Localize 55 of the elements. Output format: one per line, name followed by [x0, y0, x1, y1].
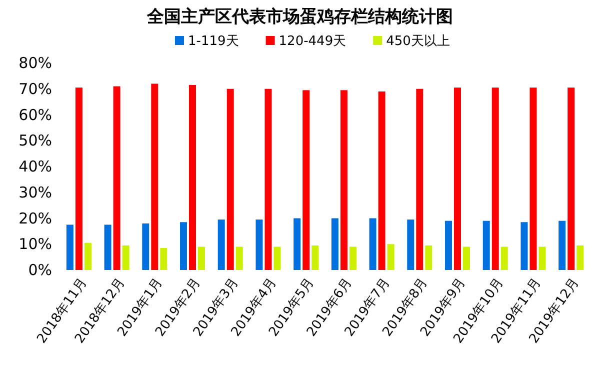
bar: [236, 246, 243, 270]
bar: [340, 90, 348, 270]
bar: [122, 245, 130, 270]
bar: [302, 90, 310, 270]
y-tick-label: 0%: [28, 261, 52, 279]
y-tick-label: 60%: [18, 106, 52, 124]
bar: [160, 248, 168, 270]
bar: [425, 245, 432, 270]
bar: [75, 88, 82, 270]
bar: [331, 218, 338, 270]
bar: [387, 244, 394, 270]
bar: [113, 86, 120, 270]
bar: [576, 245, 584, 270]
bar: [151, 84, 158, 270]
bar: [274, 246, 281, 270]
bar: [463, 246, 470, 270]
bar: [142, 223, 150, 270]
bar: [218, 220, 225, 270]
bar: [349, 246, 356, 270]
legend-label: 1-119天: [188, 34, 239, 49]
bar: [558, 220, 566, 270]
bar: [482, 220, 490, 270]
bar: [378, 91, 386, 270]
bar: [492, 88, 499, 270]
bar: [530, 88, 537, 270]
y-tick-label: 80%: [18, 54, 52, 72]
bar: [180, 222, 187, 270]
bar: [568, 88, 575, 270]
legend-label: 450天以上: [386, 34, 450, 49]
bar: [416, 88, 424, 270]
bar: [445, 220, 452, 270]
bar: [369, 218, 376, 270]
y-tick-label: 50%: [18, 132, 52, 150]
bar: [520, 222, 528, 270]
y-tick-label: 20%: [18, 209, 52, 228]
y-tick-label: 40%: [18, 158, 52, 176]
bar: [189, 84, 196, 270]
bar: [538, 246, 546, 270]
legend-label: 120-449天: [278, 34, 346, 49]
bar: [264, 88, 272, 270]
bar: [256, 220, 263, 270]
y-tick-label: 30%: [18, 183, 52, 202]
bar: [312, 245, 319, 270]
y-tick-label: 70%: [18, 80, 52, 98]
bar: [500, 246, 508, 270]
bar: [294, 218, 301, 270]
bar: [104, 224, 112, 270]
bar: [407, 220, 414, 270]
bar: [198, 246, 205, 270]
y-tick-label: 10%: [18, 235, 52, 254]
bar: [226, 88, 234, 270]
chart-title: 全国主产区代表市场蛋鸡存栏结构统计图: [146, 7, 453, 27]
bar: [454, 88, 461, 270]
bar: [66, 224, 74, 270]
bar: [84, 242, 92, 270]
